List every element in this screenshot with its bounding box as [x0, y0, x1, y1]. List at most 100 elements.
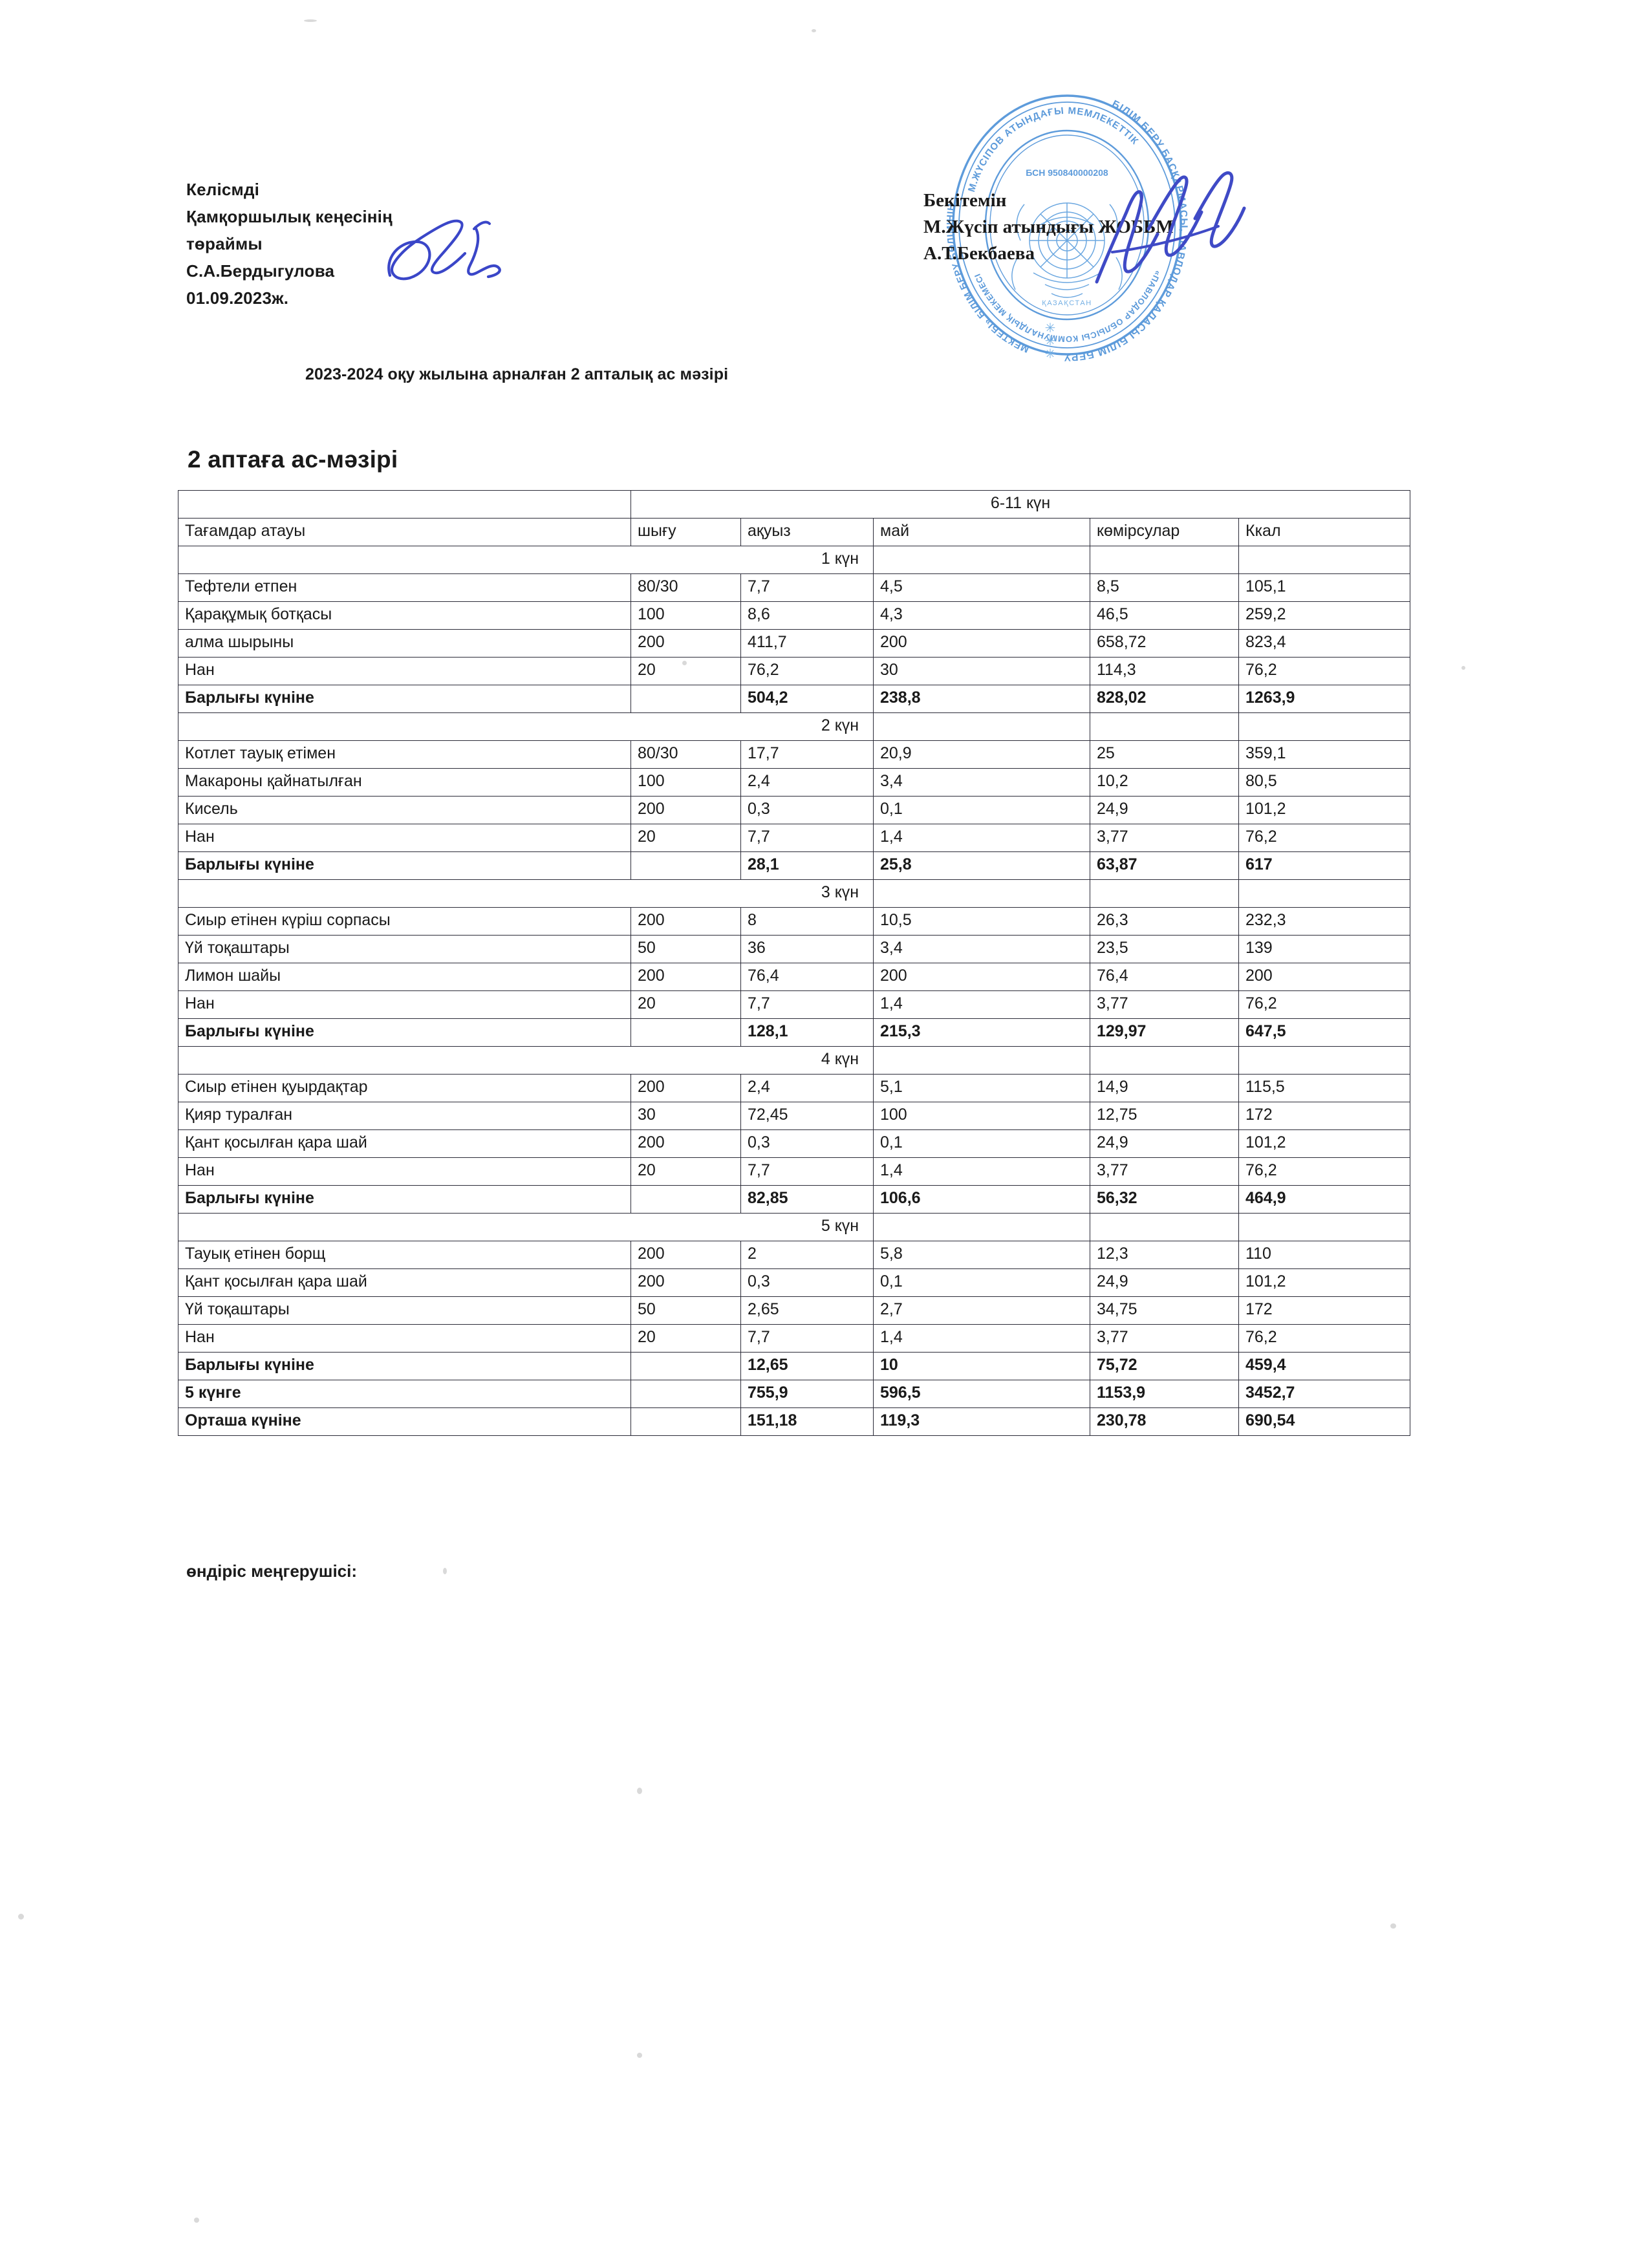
dish-out: 200: [630, 796, 741, 824]
day-total-kcal: 1263,9: [1238, 685, 1411, 713]
scan-speck: [1461, 666, 1465, 670]
day-total-kcal: 464,9: [1238, 1185, 1411, 1214]
day-total-row: Барлығы күніне 82,85 106,6 56,32 464,9: [178, 1185, 1411, 1214]
day-total-label: Барлығы күніне: [178, 1018, 631, 1047]
table-row: Қияр туралған 30 72,45 100 12,75 172: [178, 1102, 1411, 1130]
day-total-fat: 238,8: [873, 685, 1090, 713]
summary-label: 5 күнге: [178, 1380, 631, 1408]
table-row: Котлет тауық етімен 80/30 17,7 20,9 25 3…: [178, 740, 1411, 769]
dish-out: 200: [630, 963, 741, 991]
dish-name: Макароны қайнатылған: [178, 768, 631, 797]
day-sep-pad-2: [1090, 1213, 1239, 1241]
table-row: Сиыр етінен күріш сорпасы 200 8 10,5 26,…: [178, 907, 1411, 936]
day-total-protein: 504,2: [740, 685, 874, 713]
dish-protein: 7,7: [740, 824, 874, 852]
dish-carbs: 46,5: [1090, 601, 1239, 630]
day-total-kcal: 647,5: [1238, 1018, 1411, 1047]
approval-block-right: Бекітемін М.Жүсіп атындығы ЖОББМ А.Т.Бек…: [923, 187, 1174, 268]
dish-fat: 1,4: [873, 990, 1090, 1019]
column-header-carbs: көмірсулар: [1090, 518, 1239, 546]
dish-name: Қарақұмық ботқасы: [178, 601, 631, 630]
table-row: Нан 20 76,2 30 114,3 76,2: [178, 657, 1411, 685]
dish-carbs: 24,9: [1090, 1129, 1239, 1158]
period-header: 6-11 күн: [630, 490, 1411, 519]
day-sep-pad-1: [873, 879, 1090, 908]
dish-out: 50: [630, 935, 741, 963]
dish-carbs: 3,77: [1090, 990, 1239, 1019]
table-row: Кисель 200 0,3 0,1 24,9 101,2: [178, 796, 1411, 824]
day-total-protein: 82,85: [740, 1185, 874, 1214]
scan-speck: [194, 2218, 199, 2223]
dish-out: 200: [630, 907, 741, 936]
svg-text:✳: ✳: [1045, 321, 1056, 336]
signature-left: [387, 219, 501, 281]
approval-block-left: Келісмді Қамқоршылық кеңесінің төраймы С…: [186, 176, 393, 312]
dish-carbs: 12,75: [1090, 1102, 1239, 1130]
svg-text:БСН 950840000208: БСН 950840000208: [1026, 167, 1108, 178]
dish-name: Тефтели етпен: [178, 573, 631, 602]
menu-table: 6-11 күн Тағамдар атауы шығу ақуыз май к…: [178, 490, 1411, 1436]
day-total-label: Барлығы күніне: [178, 1185, 631, 1214]
dish-kcal: 76,2: [1238, 1157, 1411, 1186]
summary-row-week: 5 күнге 755,9 596,5 1153,9 3452,7: [178, 1380, 1411, 1408]
day-separator-row: 5 күн: [178, 1213, 1411, 1241]
dish-name: Нан: [178, 657, 631, 685]
dish-protein: 8: [740, 907, 874, 936]
table-row: Сиыр етінен қуырдақтар 200 2,4 5,1 14,9 …: [178, 1074, 1411, 1102]
dish-out: 200: [630, 1129, 741, 1158]
scan-speck: [637, 2053, 642, 2058]
scan-speck: [682, 661, 687, 665]
day-total-fat: 10: [873, 1352, 1090, 1380]
summary-row-average: Орташа күніне 151,18 119,3 230,78 690,54: [178, 1407, 1411, 1436]
dish-fat: 30: [873, 657, 1090, 685]
dish-protein: 411,7: [740, 629, 874, 658]
day-label: 5 күн: [178, 1213, 874, 1241]
dish-out: 20: [630, 990, 741, 1019]
page-title: 2 аптаға ас-мәзірі: [188, 446, 398, 473]
svg-text:«ПАВЛОДАР ОБЛЫСЫ КОММУНАЛДЫҚ М: «ПАВЛОДАР ОБЛЫСЫ КОММУНАЛДЫҚ МЕКЕМЕСІ: [972, 269, 1163, 344]
dish-protein: 2,65: [740, 1296, 874, 1325]
day-separator-row: 3 күн: [178, 879, 1411, 908]
dish-kcal: 232,3: [1238, 907, 1411, 936]
summary-kcal: 690,54: [1238, 1407, 1411, 1436]
day-sep-pad-1: [873, 1213, 1090, 1241]
day-total-row: Барлығы күніне 128,1 215,3 129,97 647,5: [178, 1018, 1411, 1047]
table-row: Нан 20 7,7 1,4 3,77 76,2: [178, 824, 1411, 852]
table-row: Нан 20 7,7 1,4 3,77 76,2: [178, 1157, 1411, 1186]
table-row: Үй тоқаштары 50 2,65 2,7 34,75 172: [178, 1296, 1411, 1325]
day-label: 4 күн: [178, 1046, 874, 1075]
dish-carbs: 114,3: [1090, 657, 1239, 685]
dish-fat: 3,4: [873, 935, 1090, 963]
day-total-fat: 106,6: [873, 1185, 1090, 1214]
day-total-out: [630, 851, 741, 880]
day-total-out: [630, 1018, 741, 1047]
dish-carbs: 24,9: [1090, 1268, 1239, 1297]
dish-name: Лимон шайы: [178, 963, 631, 991]
dish-protein: 0,3: [740, 796, 874, 824]
dish-name: Нан: [178, 1324, 631, 1353]
dish-protein: 2,4: [740, 768, 874, 797]
scan-speck: [18, 1914, 24, 1920]
dish-kcal: 76,2: [1238, 1324, 1411, 1353]
dish-name: Қант қосылған қара шай: [178, 1129, 631, 1158]
day-sep-pad-3: [1238, 1213, 1411, 1241]
dish-carbs: 8,5: [1090, 573, 1239, 602]
dish-out: 20: [630, 824, 741, 852]
dish-fat: 10,5: [873, 907, 1090, 936]
table-row: Тауық етінен борщ 200 2 5,8 12,3 110: [178, 1241, 1411, 1269]
dish-kcal: 139: [1238, 935, 1411, 963]
dish-protein: 7,7: [740, 990, 874, 1019]
dish-carbs: 34,75: [1090, 1296, 1239, 1325]
dish-carbs: 23,5: [1090, 935, 1239, 963]
day-sep-pad-2: [1090, 712, 1239, 741]
dish-fat: 1,4: [873, 1324, 1090, 1353]
dish-protein: 17,7: [740, 740, 874, 769]
dish-protein: 0,3: [740, 1268, 874, 1297]
day-total-carbs: 75,72: [1090, 1352, 1239, 1380]
day-label: 2 күн: [178, 712, 874, 741]
day-total-carbs: 63,87: [1090, 851, 1239, 880]
day-sep-pad-1: [873, 1046, 1090, 1075]
summary-out: [630, 1380, 741, 1408]
approval-right-line-2: А.Т.Бекбаева: [923, 243, 1035, 264]
table-row: алма шырыны 200 411,7 200 658,72 823,4: [178, 629, 1411, 658]
